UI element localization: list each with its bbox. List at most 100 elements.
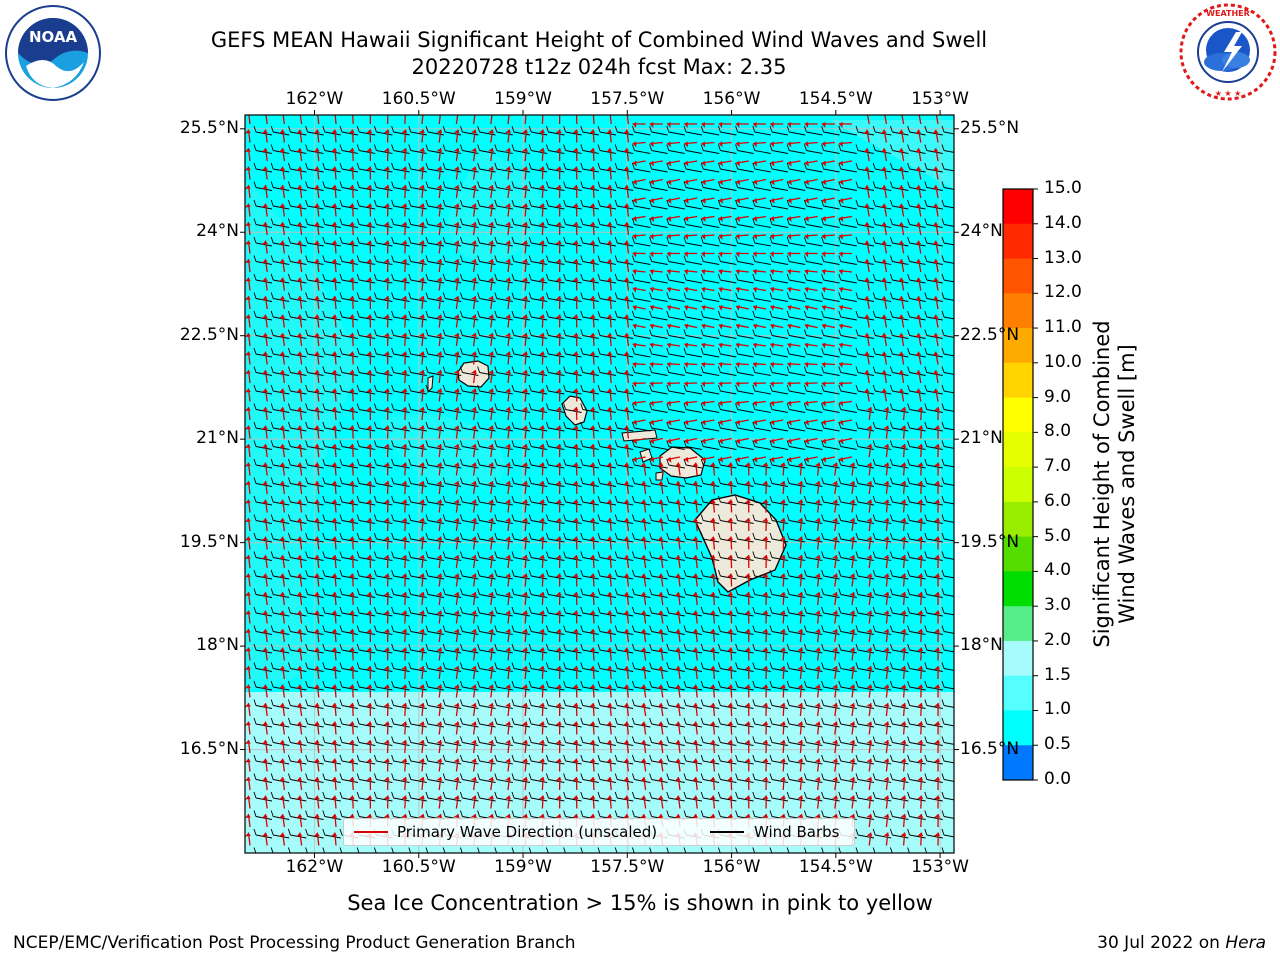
wind-barb bbox=[270, 458, 290, 469]
wave-arrowhead bbox=[521, 555, 528, 559]
wave-arrowhead bbox=[279, 314, 285, 319]
wave-arrowhead bbox=[804, 160, 809, 167]
wave-arrowhead bbox=[839, 323, 844, 330]
wave-arrowhead bbox=[649, 361, 654, 368]
wave-arrowhead bbox=[383, 148, 390, 152]
wind-barb bbox=[924, 181, 943, 191]
wave-arrowhead bbox=[701, 286, 706, 293]
wave-arrowhead bbox=[331, 444, 338, 448]
wind-barb bbox=[924, 514, 943, 524]
wave-arrowhead bbox=[822, 305, 826, 312]
wind-barb bbox=[287, 477, 307, 487]
wave-arrowhead bbox=[701, 233, 706, 240]
wave-arrowhead bbox=[383, 333, 390, 337]
wind-barb bbox=[339, 366, 359, 376]
wave-arrowhead bbox=[348, 129, 355, 134]
wave-arrowhead bbox=[797, 499, 804, 504]
wave-arrowhead bbox=[674, 555, 681, 560]
wind-barb bbox=[459, 440, 479, 450]
wave-arrowhead bbox=[470, 259, 477, 263]
wind-barb bbox=[614, 384, 634, 395]
wave-arrowhead bbox=[849, 536, 856, 541]
wind-barb bbox=[821, 292, 840, 302]
wind-barb bbox=[907, 329, 926, 339]
wave-arrowhead bbox=[453, 351, 460, 356]
wind-barb bbox=[391, 421, 410, 432]
wave-arrowhead bbox=[701, 160, 706, 167]
wave-arrowhead bbox=[632, 269, 637, 276]
wave-arrowhead bbox=[839, 251, 843, 258]
wind-barb bbox=[803, 144, 823, 154]
wave-arrowhead bbox=[623, 555, 630, 560]
wind-barb bbox=[838, 218, 857, 228]
wave-arrowhead bbox=[804, 141, 809, 148]
wave-arrowhead bbox=[684, 419, 689, 426]
wave-arrowhead bbox=[822, 419, 827, 426]
wind-barb bbox=[339, 421, 359, 432]
wave-arrowhead bbox=[383, 277, 390, 282]
wind-barb bbox=[614, 532, 634, 543]
wind-barb bbox=[786, 366, 806, 376]
noaa-logo: NOAA bbox=[4, 4, 102, 102]
wind-barb bbox=[889, 495, 909, 506]
wind-barb bbox=[322, 292, 341, 302]
wind-barb bbox=[666, 310, 685, 321]
wind-barb bbox=[649, 551, 668, 561]
wind-barb bbox=[442, 236, 462, 247]
wave-arrowhead bbox=[880, 203, 887, 208]
wind-barb bbox=[408, 144, 427, 154]
wave-arrowhead bbox=[261, 444, 268, 449]
wind-barb bbox=[941, 236, 954, 246]
wave-arrowhead bbox=[366, 407, 373, 411]
wave-arrowhead bbox=[839, 198, 844, 204]
wind-barb bbox=[631, 144, 651, 154]
wave-arrowhead bbox=[383, 185, 390, 189]
wave-arrowhead bbox=[589, 148, 596, 152]
wind-barb bbox=[373, 273, 393, 284]
wind-barb bbox=[511, 236, 531, 247]
wave-arrowhead bbox=[436, 370, 443, 374]
wind-barb bbox=[717, 477, 737, 487]
wave-arrowhead bbox=[667, 216, 672, 223]
wave-arrowhead bbox=[814, 499, 821, 504]
wave-arrowhead bbox=[863, 296, 870, 301]
wind-barb bbox=[717, 329, 737, 339]
wind-barb bbox=[872, 366, 892, 376]
wave-arrowhead bbox=[436, 129, 443, 134]
wind-barb bbox=[752, 199, 771, 210]
wind-barb bbox=[580, 125, 599, 136]
wind-barb bbox=[735, 569, 754, 580]
wave-arrowhead bbox=[762, 462, 769, 467]
wave-arrowhead bbox=[674, 518, 681, 523]
wave-arrowhead bbox=[538, 166, 545, 171]
wind-barb bbox=[425, 181, 445, 191]
wind-barb bbox=[786, 292, 806, 302]
wave-arrowhead bbox=[880, 333, 887, 338]
wind-barb bbox=[752, 218, 771, 228]
wind-barb bbox=[683, 532, 703, 543]
wave-arrowhead bbox=[667, 251, 671, 258]
wave-arrowhead bbox=[418, 555, 425, 559]
wind-barb bbox=[287, 403, 307, 413]
wave-arrowhead bbox=[245, 481, 251, 486]
wind-barb bbox=[287, 218, 307, 228]
wind-barb bbox=[528, 273, 548, 284]
wind-barb bbox=[614, 569, 634, 580]
wave-arrowhead bbox=[880, 388, 887, 393]
wave-arrowhead bbox=[632, 179, 638, 186]
wave-arrowhead bbox=[667, 141, 671, 148]
wind-barb bbox=[563, 347, 582, 358]
wave-arrowhead bbox=[348, 499, 355, 504]
wave-arrowhead bbox=[470, 333, 477, 337]
wind-barb bbox=[889, 421, 909, 432]
wave-arrowhead bbox=[787, 121, 791, 128]
wave-arrowhead bbox=[863, 240, 870, 245]
wind-barb bbox=[442, 199, 462, 210]
wave-arrowhead bbox=[632, 361, 637, 368]
wave-arrowhead bbox=[366, 518, 373, 522]
wave-arrowhead bbox=[453, 536, 460, 541]
wave-arrowhead bbox=[418, 444, 425, 448]
wind-barb bbox=[356, 292, 376, 302]
wave-arrowhead bbox=[331, 333, 338, 337]
wind-barb bbox=[649, 495, 668, 506]
